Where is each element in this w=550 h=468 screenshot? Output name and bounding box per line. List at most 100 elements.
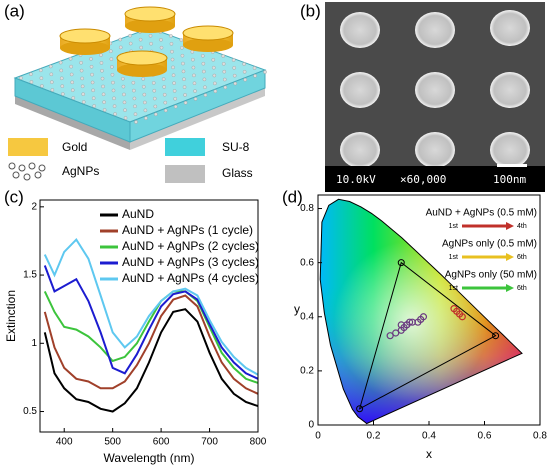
legend-label: AgNPs only (0.5 mM): [442, 239, 537, 250]
agnp: [153, 104, 158, 109]
agnp: [70, 80, 75, 85]
agnp: [162, 85, 166, 89]
su8-side: [129, 69, 266, 143]
agnp: [191, 57, 195, 62]
agnp: [102, 108, 107, 112]
agnp: [132, 96, 137, 101]
agnp: [109, 49, 113, 54]
agnp: [29, 80, 34, 84]
agnp: [109, 57, 114, 61]
agnp: [159, 45, 164, 50]
agnp: [222, 69, 227, 74]
agnp: [118, 37, 123, 42]
agnp: [113, 112, 117, 116]
x-tick-label: 400: [56, 437, 73, 448]
agnp: [211, 58, 216, 62]
panel-label: (d): [282, 187, 303, 206]
agnp: [203, 85, 207, 90]
extinction-line: [43, 265, 259, 380]
arrow-start: 1st: [449, 223, 458, 230]
x-tick-label: 0: [315, 431, 321, 442]
agnp: [69, 64, 73, 69]
legend-label: AuND: [122, 207, 154, 221]
extinction-line: [43, 308, 259, 413]
gold-discs: [59, 6, 234, 77]
x-tick-label: 0.4: [422, 431, 436, 442]
agnp: [131, 80, 136, 85]
y-tick-label: 0.4: [300, 311, 314, 322]
agnp: [111, 88, 116, 93]
nanodisks: [340, 10, 530, 168]
agnp: [231, 58, 236, 62]
agnp: [123, 108, 127, 112]
extinction-line: [43, 294, 259, 395]
agnp: [222, 77, 227, 82]
agnp: [141, 84, 146, 89]
arrow-end: 4th: [517, 223, 527, 230]
agnp: [169, 34, 173, 38]
agnp: [91, 96, 96, 100]
agnp: [163, 108, 168, 113]
voltage: 10.0kV: [336, 173, 376, 186]
agnp: [89, 64, 94, 69]
agnp: [100, 76, 105, 81]
x-axis-label: x: [426, 447, 432, 461]
agnp: [192, 73, 196, 78]
x-tick-label: 0.6: [478, 431, 492, 442]
x-axis-label: Wavelength (nm): [104, 451, 195, 465]
agnp: [180, 53, 185, 58]
agnp: [112, 96, 116, 101]
agnp: [111, 80, 115, 85]
agnp: [128, 33, 132, 38]
agnp: [71, 96, 76, 100]
agnp: [110, 65, 114, 69]
extinction-line: [43, 290, 259, 384]
legend-label: AuND + AgNPs (0.5 mM): [426, 208, 537, 219]
agnp: [179, 38, 184, 42]
agnp: [101, 92, 106, 97]
agnp: [253, 74, 257, 78]
agnp: [148, 34, 153, 38]
legend-label: Gold: [62, 140, 87, 154]
agnp: [172, 89, 177, 93]
scale-text: 100nm: [493, 173, 526, 186]
schematic: (a) Gold SU-8 AgNPs Glass: [4, 1, 267, 183]
y-tick-label: 0: [308, 420, 314, 431]
agnp: [211, 65, 216, 70]
agnp: [221, 54, 225, 58]
y-tick-label: 1.5: [23, 270, 37, 281]
y-axis-label: Extinction: [4, 290, 18, 342]
gamut-vertex: [492, 332, 500, 340]
agnp: [173, 96, 177, 101]
agnp: [263, 70, 267, 74]
agnp: [132, 88, 136, 93]
agnp: [232, 73, 237, 78]
y-tick-label: 2: [31, 201, 37, 212]
agnp: [50, 88, 55, 92]
y-axis-label: y: [294, 302, 300, 316]
agnp: [139, 45, 143, 50]
agnp: [91, 88, 95, 93]
agnp: [171, 65, 175, 70]
agnp: [19, 76, 23, 80]
glass-side: [15, 96, 130, 150]
agnp: [39, 68, 43, 73]
agnp: [192, 81, 197, 86]
y-tick-label: 0.8: [300, 203, 314, 214]
agnp: [112, 104, 117, 108]
x-tick-label: 0.8: [533, 431, 547, 442]
agnp: [99, 61, 104, 65]
agnp: [101, 84, 105, 89]
agnp: [143, 100, 147, 105]
agnp: [193, 97, 198, 101]
su8-swatch: [165, 138, 205, 156]
agnp: [58, 60, 63, 65]
agnp: [48, 64, 53, 69]
agnp: [151, 81, 156, 85]
spectral-locus: [319, 198, 523, 425]
micrograph: 10.0kV ×60,000 100nm (b): [300, 1, 545, 192]
agnp: [182, 77, 186, 82]
agnp: [121, 76, 125, 81]
agnp: [213, 89, 218, 94]
x-tick-label: 600: [153, 437, 170, 448]
